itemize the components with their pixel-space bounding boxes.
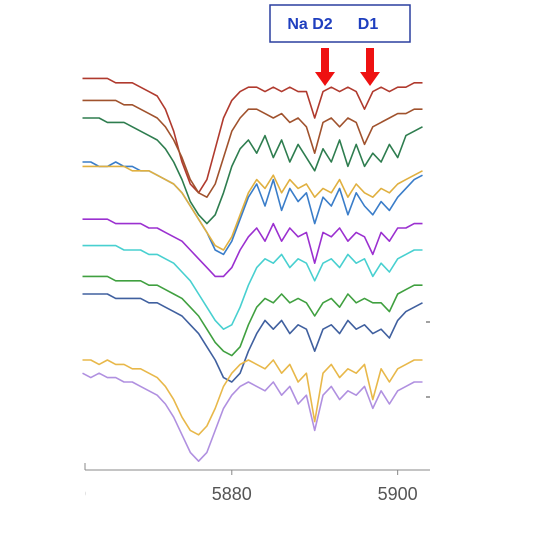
annotation: Na D2 (287, 16, 332, 33)
x-ticks: 5860 5880 5900 (46, 470, 418, 504)
spectrum-line (82, 161, 423, 256)
spectrum-line (82, 117, 423, 225)
x-tick-label: 5860 (46, 484, 86, 504)
annotation-box (269, 4, 411, 43)
arrow (315, 48, 335, 86)
spectrum-line (82, 165, 423, 251)
spectrum-line (82, 372, 423, 462)
x-tick-label: 5880 (212, 484, 252, 504)
spectrum-line (82, 244, 423, 330)
series (82, 77, 423, 462)
arrow (360, 48, 380, 86)
spectrum-line (82, 99, 423, 198)
x-tick-label: 5900 (378, 484, 418, 504)
spectrum-line (82, 275, 423, 357)
spectrum-line (82, 218, 423, 278)
annotation: D1 (358, 16, 379, 33)
spectrum-line (82, 77, 423, 194)
spectrum-line (82, 293, 423, 383)
spectrum-line (82, 359, 423, 436)
